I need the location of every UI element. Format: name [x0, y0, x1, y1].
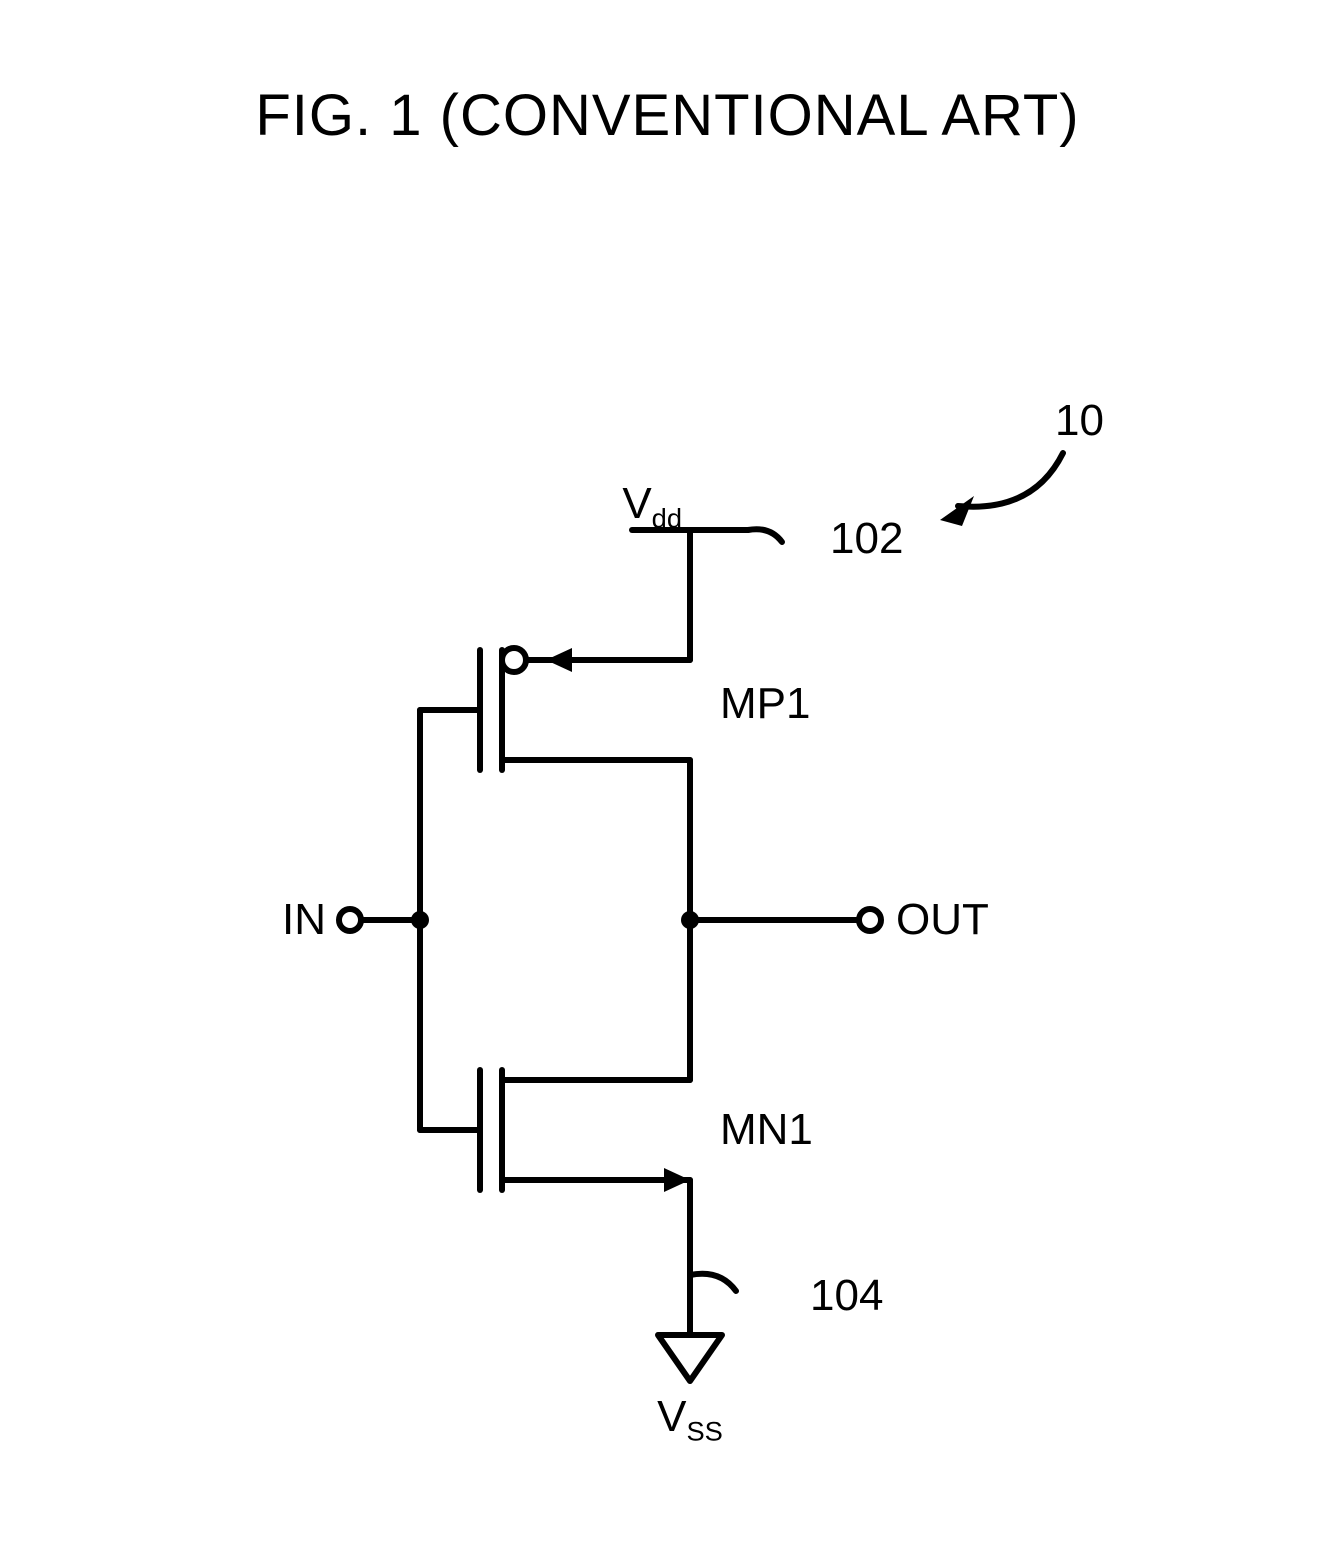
- out-label: OUT: [896, 895, 989, 944]
- vss-label: VSS: [657, 1392, 723, 1447]
- ref-label-10: 10: [1055, 396, 1104, 445]
- in-label: IN: [282, 895, 326, 944]
- vdd-label: Vdd: [622, 479, 682, 534]
- ref-label-102: 102: [830, 514, 903, 563]
- nmos-label: MN1: [720, 1105, 813, 1154]
- figure-title: FIG. 1 (CONVENTIONAL ART): [255, 83, 1079, 148]
- ref-label-104: 104: [810, 1271, 883, 1320]
- pmos-label: MP1: [720, 679, 810, 728]
- cmos-inverter-schematic: FIG. 1 (CONVENTIONAL ART) 10 Vdd 102 MP1 MN1 I…: [0, 0, 1335, 1543]
